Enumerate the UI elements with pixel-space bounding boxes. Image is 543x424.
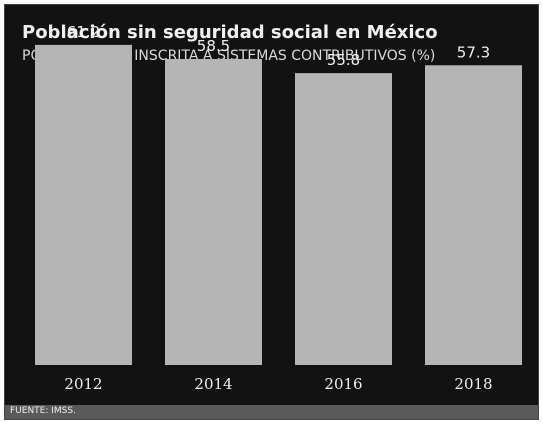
- data-label-2014: 58.5: [197, 37, 230, 55]
- x-tick-2018: 2018: [454, 375, 492, 393]
- data-label-2012: 61.2: [67, 23, 100, 41]
- bar-2016: [295, 73, 392, 365]
- data-label-2018: 57.3: [457, 43, 490, 61]
- bar-2014: [165, 59, 262, 365]
- x-tick-2016: 2016: [324, 375, 362, 393]
- data-label-2016: 55.8: [327, 51, 360, 69]
- bar-2018: [425, 65, 522, 366]
- chart-title: Población sin seguridad social en México: [22, 22, 438, 43]
- source-note: FUENTE: IMSS.: [10, 406, 76, 416]
- footer-band: [5, 405, 538, 419]
- x-tick-2014: 2014: [194, 375, 232, 393]
- bar-2012: [35, 44, 132, 365]
- x-tick-2012: 2012: [64, 375, 102, 393]
